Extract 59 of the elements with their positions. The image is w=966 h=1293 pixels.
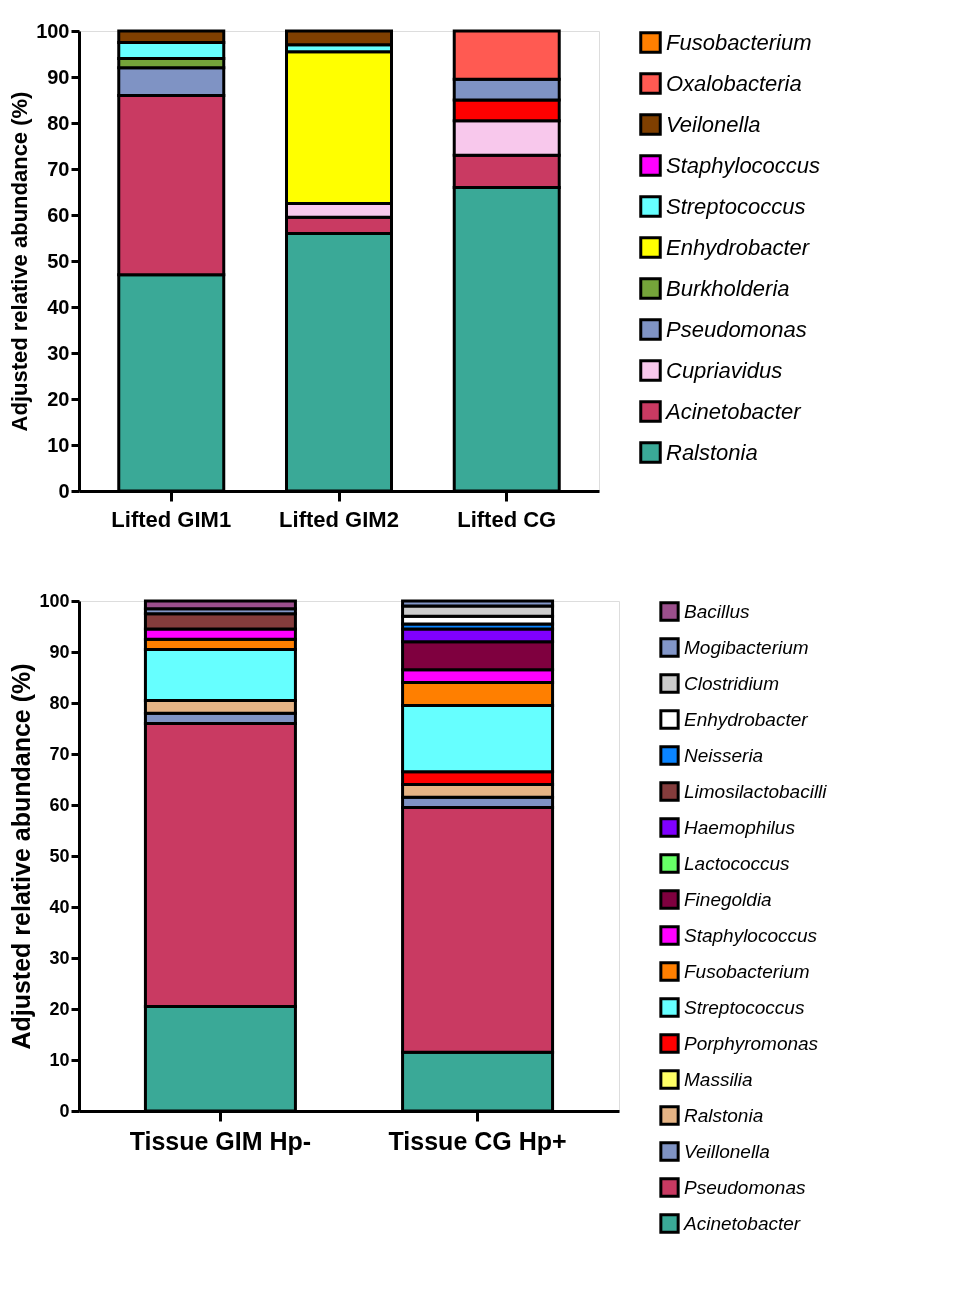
legend-label: Streptococcus	[684, 996, 805, 1018]
y-tick-label: 50	[47, 249, 70, 272]
x-tick-label: Tissue CG Hp+	[388, 1126, 567, 1155]
legend-label: Porphyromonas	[684, 1032, 819, 1054]
legend-label: Oxalobacteria	[666, 70, 802, 96]
legend-label: Pseudomonas	[666, 316, 807, 342]
y-tick-label: 80	[49, 692, 70, 713]
legend-label: Enhydrobacter	[666, 234, 811, 260]
y-tick-label: 40	[49, 896, 70, 917]
y-tick-label: 80	[47, 111, 70, 134]
legend-label: Massilia	[684, 1068, 753, 1090]
x-tick-label: Lifted GIM1	[111, 506, 232, 532]
legend-label: Ralstonia	[666, 439, 758, 465]
y-axis-title: Adjusted relative abundance (%)	[7, 663, 36, 1050]
y-tick-label: 60	[47, 203, 70, 226]
y-tick-label: 10	[49, 1049, 70, 1070]
legend-label: Fusobacterium	[666, 29, 812, 55]
y-tick-label: 20	[47, 387, 70, 410]
y-tick-label: 50	[49, 845, 70, 866]
legend-label: Streptococcus	[666, 193, 806, 219]
y-axis-title: Adjusted relative abundance (%)	[7, 91, 33, 432]
legend-label: Fusobacterium	[684, 960, 810, 982]
y-tick-label: 70	[47, 157, 70, 180]
y-tick-label: 30	[49, 947, 70, 968]
bar	[143, 599, 297, 611]
y-tick-label: 100	[39, 590, 70, 611]
legend-label: Veilonella	[666, 111, 761, 137]
legend-label: Enhydrobacter	[684, 708, 809, 730]
y-tick-label: 0	[58, 479, 70, 502]
y-tick-label: 20	[49, 998, 70, 1019]
legend-label: Neisseria	[684, 744, 764, 766]
legend-label: Finegoldia	[684, 888, 772, 910]
y-tick-label: 100	[36, 19, 70, 42]
legend-label: Clostridium	[684, 672, 780, 694]
legend-label: Pseudomonas	[684, 1176, 806, 1198]
y-tick-label: 90	[49, 641, 70, 662]
y-tick-label: 0	[59, 1100, 70, 1121]
x-tick-label: Lifted CG	[457, 506, 557, 532]
legend-label: Veillonella	[684, 1140, 770, 1162]
legend-label: Cupriavidus	[666, 357, 783, 383]
legend-label: Staphylococcus	[666, 152, 821, 178]
legend-label: Mogibacterium	[684, 636, 809, 658]
y-tick-label: 10	[47, 433, 70, 456]
legend-label: Haemophilus	[684, 816, 796, 838]
x-tick-label: Lifted GIM2	[279, 506, 399, 532]
legend-label: Burkholderia	[666, 275, 790, 301]
y-tick-label: 90	[47, 65, 70, 88]
y-tick-label: 70	[49, 743, 70, 764]
legend-label: Staphylococcus	[684, 924, 818, 946]
y-tick-label: 60	[49, 794, 70, 815]
legend-label: Acinetobacter	[664, 398, 803, 424]
legend-label: Limosilactobacilli	[684, 780, 828, 802]
legend-label: Acinetobacter	[683, 1212, 801, 1234]
legend-label: Ralstonia	[684, 1104, 764, 1126]
y-tick-label: 40	[47, 295, 70, 318]
legend-label: Lactococcus	[684, 852, 791, 874]
y-tick-label: 30	[47, 341, 70, 364]
x-tick-label: Tissue GIM Hp-	[129, 1126, 312, 1155]
legend-label: Bacillus	[684, 600, 750, 622]
